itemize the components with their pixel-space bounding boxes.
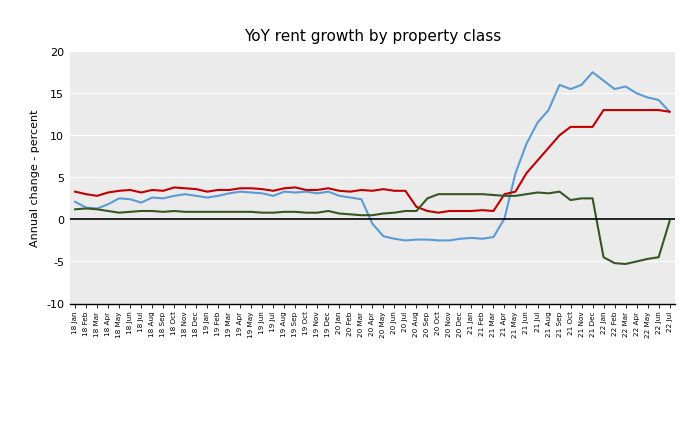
Lifestyle [654, 98, 663, 103]
Differential between classes [665, 219, 674, 224]
Differential between classes [610, 261, 619, 266]
Lifestyle [622, 85, 630, 90]
Lifestyle [588, 70, 596, 76]
Title: YoY rent growth by property class: YoY rent growth by property class [244, 29, 501, 44]
RBN [137, 191, 145, 196]
Y-axis label: Annual change - percent: Annual change - percent [31, 109, 40, 247]
Differential between classes [214, 210, 223, 215]
Lifestyle [137, 201, 145, 206]
Line: RBN: RBN [75, 111, 670, 213]
RBN [654, 108, 663, 113]
Lifestyle [401, 238, 409, 243]
Differential between classes [654, 255, 663, 260]
Line: Lifestyle: Lifestyle [75, 73, 670, 241]
Differential between classes [291, 210, 299, 215]
RBN [214, 188, 223, 193]
RBN [181, 186, 189, 191]
Differential between classes [555, 190, 564, 195]
RBN [622, 108, 630, 113]
Line: Differential between classes: Differential between classes [75, 192, 670, 264]
RBN [291, 185, 299, 191]
RBN [665, 110, 674, 115]
Lifestyle [291, 191, 299, 196]
RBN [434, 210, 443, 216]
Lifestyle [214, 194, 223, 199]
Differential between classes [137, 209, 145, 214]
Lifestyle [181, 192, 189, 197]
Lifestyle [71, 200, 79, 205]
RBN [71, 190, 79, 195]
Differential between classes [622, 262, 630, 267]
Lifestyle [665, 110, 674, 115]
RBN [599, 108, 608, 113]
Differential between classes [181, 210, 189, 215]
Differential between classes [71, 207, 79, 212]
